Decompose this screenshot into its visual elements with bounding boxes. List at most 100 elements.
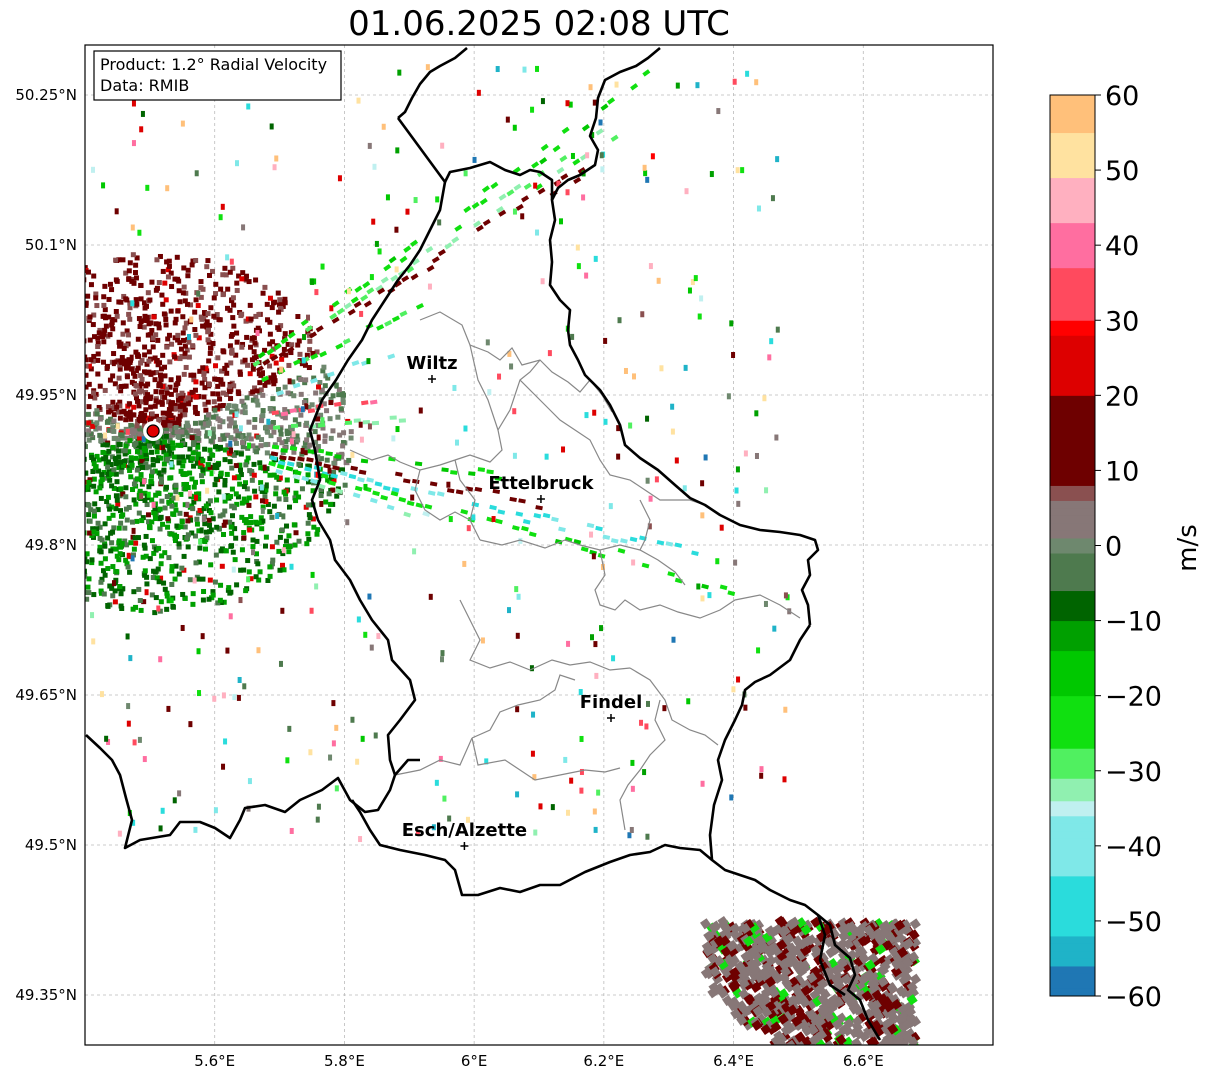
echo-pixel [275, 325, 281, 331]
echo-pixel [581, 124, 590, 132]
echo-pixel [151, 501, 156, 508]
echo-pixel [267, 472, 273, 478]
echo-pixel [131, 497, 137, 503]
echo-pixel [168, 270, 174, 276]
echo-pixel [795, 1009, 807, 1021]
echo-pixel [782, 776, 787, 783]
echo-pixel [63, 378, 68, 383]
echo-pixel [35, 573, 40, 578]
echo-pixel [214, 524, 220, 530]
echo-pixel [434, 779, 439, 786]
echo-pixel [659, 365, 664, 372]
echo-pixel [295, 314, 301, 320]
echo-pixel [348, 435, 354, 441]
echo-pixel [58, 326, 63, 331]
echo-pixel [427, 490, 436, 496]
echo-pixel [228, 387, 234, 393]
echo-pixel [105, 464, 111, 470]
echo-pixel [529, 665, 534, 672]
echo-pixel [188, 372, 194, 378]
echo-pixel [257, 569, 263, 575]
echo-pixel [297, 456, 305, 462]
echo-pixel [95, 335, 101, 341]
echo-pixel [51, 457, 56, 462]
echo-pixel [593, 826, 598, 833]
echo-pixel [179, 432, 185, 438]
echo-pixel [117, 415, 123, 421]
echo-pixel [39, 307, 44, 312]
echo-pixel [533, 829, 538, 836]
echo-pixel [316, 458, 322, 464]
echo-pixel [241, 496, 247, 502]
echo-pixel [160, 268, 166, 274]
echo-pixel [356, 97, 361, 104]
echo-pixel [165, 417, 171, 423]
echo-pixel [86, 420, 92, 426]
echo-pixel [259, 418, 265, 424]
echo-pixel [700, 512, 705, 519]
echo-pixel [340, 399, 346, 405]
echo-pixel [191, 439, 197, 445]
echo-pixel [166, 399, 172, 405]
echo-pixel [102, 572, 108, 578]
echo-pixel [64, 358, 69, 363]
echo-pixel [101, 359, 107, 365]
echo-pixel [331, 469, 337, 475]
echo-pixel [234, 287, 240, 293]
echo-pixel [332, 465, 340, 471]
echo-pixel [328, 435, 334, 441]
echo-pixel [383, 263, 392, 272]
echo-pixel [134, 423, 140, 429]
echo-pixel [306, 365, 312, 371]
echo-pixel [611, 655, 616, 662]
echo-pixel [8, 336, 13, 341]
echo-pixel [330, 393, 336, 399]
echo-pixel [410, 239, 419, 247]
echo-pixel [277, 567, 283, 573]
echo-pixel [88, 431, 94, 437]
echo-pixel [498, 209, 507, 217]
echo-pixel [287, 544, 293, 550]
echo-pixel [142, 305, 148, 311]
echo-pixel [387, 353, 396, 360]
echo-pixel [169, 568, 175, 574]
echo-pixel [198, 420, 204, 426]
echo-pixel [207, 272, 213, 278]
echo-pixel [399, 310, 408, 318]
echo-pixel [713, 935, 725, 947]
echo-pixel [292, 417, 298, 423]
echo-pixel [243, 588, 249, 594]
echo-pixel [89, 454, 95, 460]
echo-pixel [129, 354, 134, 361]
echo-pixel [64, 294, 69, 299]
echo-pixel [244, 395, 250, 401]
echo-pixel [221, 493, 226, 500]
echo-pixel [318, 456, 324, 462]
echo-pixel [92, 395, 98, 401]
echo-pixel [11, 482, 16, 487]
echo-pixel [341, 392, 347, 398]
echo-pixel [60, 434, 65, 439]
echo-pixel [201, 371, 207, 377]
echo-pixel [163, 316, 169, 322]
echo-pixel [48, 426, 53, 431]
echo-pixel [149, 414, 155, 420]
echo-pixel [118, 520, 124, 526]
echo-pixel [207, 498, 213, 504]
echo-pixel [158, 476, 164, 482]
echo-pixel [243, 273, 249, 279]
echo-pixel [563, 756, 568, 763]
echo-pixel [98, 495, 104, 501]
echo-pixel [110, 444, 116, 450]
echo-pixel [505, 116, 510, 123]
echo-pixel [221, 522, 227, 528]
echo-pixel [343, 302, 352, 310]
echo-pixel [253, 551, 259, 557]
echo-pixel [595, 128, 604, 136]
echo-pixel [561, 446, 566, 453]
echo-pixel [240, 341, 246, 347]
echo-pixel [595, 525, 603, 532]
echo-pixel [49, 293, 54, 298]
echo-pixel [132, 270, 138, 276]
echo-pixel [98, 549, 104, 555]
